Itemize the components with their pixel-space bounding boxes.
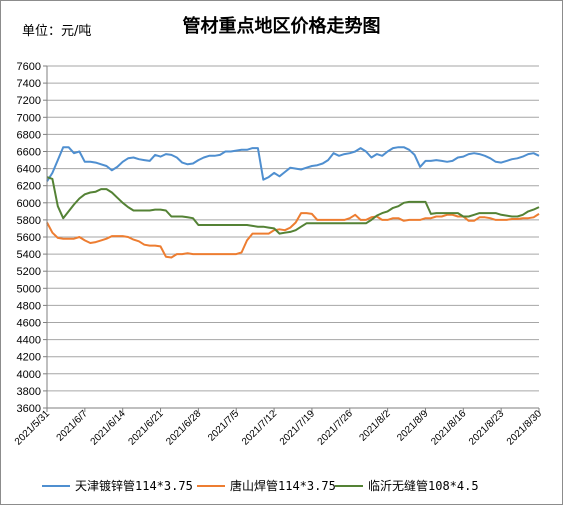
y-tick-label: 3600 xyxy=(17,403,41,415)
x-axis-ticks: 2021/5/31 2021/6/72021/6/142021/6/212021/… xyxy=(13,408,545,448)
x-tick-label: 2021/6/7 xyxy=(55,408,91,444)
y-tick-label: 7400 xyxy=(17,78,41,90)
legend: 天津镀锌管114*3.75 唐山焊管114*3.75 临沂无缝管108*4.5 xyxy=(42,478,479,493)
y-tick-label: 4200 xyxy=(17,352,41,364)
y-tick-label: 4000 xyxy=(17,369,41,381)
y-tick-label: 4400 xyxy=(17,335,41,347)
x-tick-label: 2021/7/5 xyxy=(206,408,242,444)
y-tick-label: 4600 xyxy=(17,318,41,330)
y-tick-label: 6400 xyxy=(17,164,41,176)
y-tick-label: 7200 xyxy=(17,95,41,107)
x-tick-label: 2021/6/28 xyxy=(164,408,204,448)
y-tick-label: 6000 xyxy=(17,198,41,210)
y-tick-label: 6200 xyxy=(17,181,41,193)
x-tick-label: 2021/7/26 xyxy=(316,408,356,448)
series-line-3 xyxy=(46,176,540,235)
y-axis-ticks: 3600 3800 4000 4200 4400 4600 4800 5000 5200 5400… xyxy=(17,61,47,415)
x-tick-label: 2021/8/16 xyxy=(429,408,469,448)
x-tick-label: 2021/7/12 xyxy=(240,408,280,448)
y-tick-label: 5000 xyxy=(17,283,41,295)
legend-label-3: 临沂无缝管108*4.5 xyxy=(368,478,479,493)
unit-label: 单位：元/吨 xyxy=(22,24,92,39)
series-lines xyxy=(46,146,540,259)
y-tick-label: 5400 xyxy=(17,249,41,261)
y-tick-label: 7000 xyxy=(17,112,41,124)
legend-label-2: 唐山焊管114*3.75 xyxy=(230,478,336,493)
y-tick-label: 4800 xyxy=(17,300,41,312)
y-tick-label: 6800 xyxy=(17,129,41,141)
x-tick-label: 2021/8/23 xyxy=(467,408,507,448)
axes xyxy=(46,66,539,409)
y-tick-label: 5600 xyxy=(17,232,41,244)
legend-label-1: 天津镀锌管114*3.75 xyxy=(75,478,193,493)
x-tick-label: 2021/7/19 xyxy=(278,408,318,448)
y-tick-label: 3800 xyxy=(17,386,41,398)
grid-lines xyxy=(47,65,539,409)
series-line-2 xyxy=(46,212,540,259)
series-line-1 xyxy=(46,146,540,182)
x-tick-label: 2021/8/9 xyxy=(395,408,431,444)
y-tick-label: 5200 xyxy=(17,266,41,278)
x-tick-label: 2021/8/2 xyxy=(357,408,393,444)
chart-title: 管材重点地区价格走势图 xyxy=(182,16,381,37)
y-tick-label: 7600 xyxy=(17,61,41,73)
x-tick-label: 2021/6/14 xyxy=(89,408,129,448)
x-tick-label: 2021/8/30 xyxy=(505,408,545,448)
y-tick-label: 5800 xyxy=(17,215,41,227)
x-tick-label: 2021/6/21 xyxy=(126,408,166,448)
y-tick-label: 6600 xyxy=(17,147,41,159)
